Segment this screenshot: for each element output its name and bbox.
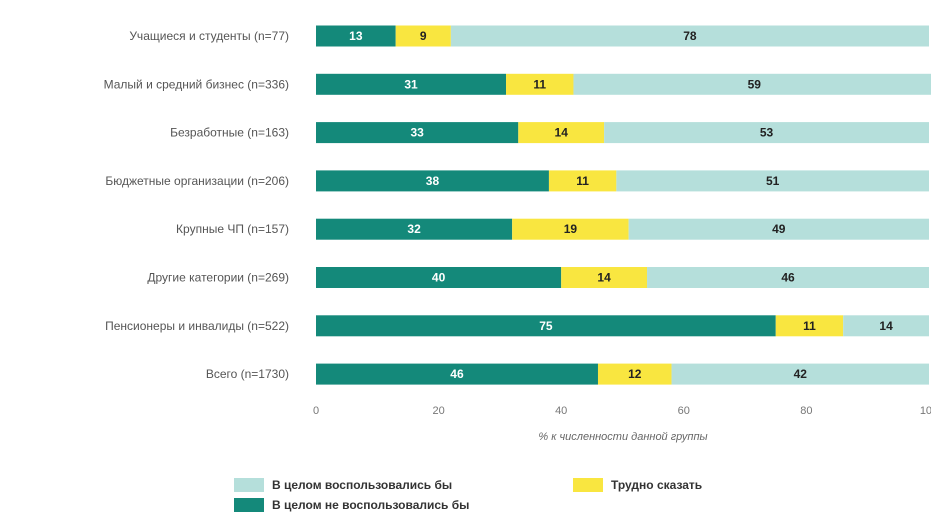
bar-segment <box>316 170 549 192</box>
bar-segment <box>647 267 929 288</box>
data-label: 40 <box>432 271 446 285</box>
legend-swatch <box>573 478 603 492</box>
bar-segment <box>506 73 574 95</box>
data-label: 49 <box>772 222 786 236</box>
bar-segment <box>561 267 648 288</box>
x-tick-label: 100 <box>920 405 931 417</box>
bar-segment <box>616 170 929 192</box>
data-label: 19 <box>564 222 578 236</box>
bar-segment <box>450 25 929 47</box>
legend-swatch <box>234 498 264 512</box>
bar-segment <box>548 170 617 192</box>
data-label: 11 <box>803 319 816 333</box>
legend-label: В целом не воспользовались бы <box>272 498 469 512</box>
data-label: 13 <box>349 29 363 43</box>
bar-segment <box>316 363 598 385</box>
data-label: 14 <box>555 126 569 140</box>
category-label: Учащиеся и студенты (n=77) <box>129 29 289 43</box>
data-label: 33 <box>410 126 424 140</box>
data-label: 51 <box>766 174 780 188</box>
bar-segment <box>775 315 844 337</box>
data-label: 31 <box>404 77 418 91</box>
data-label: 78 <box>683 29 697 43</box>
data-label: 53 <box>760 126 774 140</box>
bar-segment <box>597 363 672 385</box>
bar-segment <box>316 122 519 144</box>
x-tick-label: 20 <box>432 405 444 417</box>
bar-segment <box>316 218 513 240</box>
data-label: 42 <box>794 367 808 381</box>
data-label: 32 <box>407 222 421 236</box>
data-label: 11 <box>533 77 546 91</box>
x-axis: 0 20 40 60 80 100 <box>313 405 931 417</box>
bar-segment <box>316 267 562 288</box>
data-label: 46 <box>781 271 795 285</box>
bar-segment <box>628 218 929 240</box>
bar-segment <box>395 25 451 47</box>
x-tick-label: 80 <box>800 405 812 417</box>
data-label: 46 <box>450 367 464 381</box>
bar-segment <box>518 122 605 144</box>
data-label: 11 <box>576 174 589 188</box>
x-tick-label: 0 <box>313 405 319 417</box>
data-label: 38 <box>426 174 440 188</box>
category-label: Бюджетные организации (n=206) <box>105 174 289 188</box>
category-label: Крупные ЧП (n=157) <box>176 222 289 236</box>
category-label: Всего (n=1730) <box>206 367 289 381</box>
legend-label: В целом воспользовались бы <box>272 478 452 492</box>
bar-segment <box>512 218 629 240</box>
data-label: 12 <box>628 367 642 381</box>
data-label: 9 <box>420 29 427 43</box>
legend-label: Трудно сказать <box>611 478 702 492</box>
bar-segment <box>843 315 929 337</box>
data-label: 59 <box>748 77 762 91</box>
bar-segment <box>316 73 507 95</box>
bar-segment <box>316 315 776 337</box>
legend: В целом воспользовались бы Трудно сказать… <box>234 478 702 512</box>
data-label: 14 <box>597 271 611 285</box>
category-label: Пенсионеры и инвалиды (n=522) <box>105 319 289 333</box>
category-label: Малый и средний бизнес (n=336) <box>104 77 289 91</box>
legend-swatch <box>234 478 264 492</box>
x-tick-label: 40 <box>555 405 567 417</box>
category-label: Другие категории (n=269) <box>147 271 289 285</box>
x-tick-label: 60 <box>678 405 690 417</box>
bar-segment <box>671 363 929 385</box>
bar-segment <box>573 73 931 95</box>
bar-segment <box>316 25 396 47</box>
category-labels: Учащиеся и студенты (n=77) Малый и средни… <box>104 29 289 381</box>
bars: 13 9 78 31 11 59 33 14 53 38 11 51 32 19 49 40 14 46 75 11 1… <box>316 25 931 385</box>
data-label: 14 <box>879 319 893 333</box>
x-axis-title: % к численности данной группы <box>538 431 707 443</box>
bar-segment <box>604 122 929 144</box>
data-label: 75 <box>539 319 553 333</box>
category-label: Безработные (n=163) <box>170 126 289 140</box>
